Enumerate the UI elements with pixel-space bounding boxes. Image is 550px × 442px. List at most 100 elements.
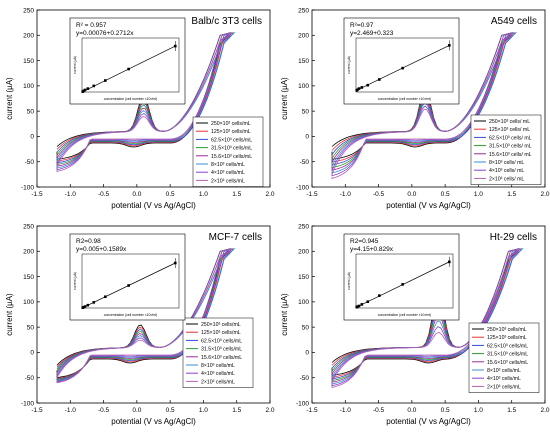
y-tick-label: 250 [23, 223, 34, 230]
legend-box [182, 317, 254, 388]
x-tick-label: 2.0 [540, 191, 549, 198]
x-tick-label: 2.0 [265, 407, 274, 414]
x-tick-label: 1.5 [232, 191, 241, 198]
chart-title: Balb/c 3T3 cells [191, 16, 262, 27]
x-tick-label: -1.5 [31, 191, 43, 198]
legend-label: 125×10³ cells/mL [211, 129, 251, 135]
legend-label: 62.5×10³ cells/mL [201, 338, 242, 344]
inset-x-label: concentration (cell number ×10³/ml) [378, 313, 431, 317]
legend: 250×10³ cells/ mL 125×10³ cells/ mL 62.5×1… [470, 114, 542, 185]
legend-box [470, 114, 542, 185]
inset-data-point [356, 88, 359, 92]
y-tick-label: -50 [300, 159, 310, 166]
inset-y-label: current (µA) [73, 272, 77, 290]
inset-chart: R²=0.97y=2.469+0.323 concentration (cell … [343, 17, 460, 105]
plot-frame [36, 9, 271, 188]
y-tick-label: 100 [298, 299, 309, 306]
x-tick-label: -0.5 [98, 191, 110, 198]
y-axis-label: current (µA) [280, 293, 289, 336]
plot-frame [311, 225, 546, 404]
inset-data-point [104, 295, 107, 299]
inset-equation: y=0.005+0.1589x [76, 246, 127, 253]
inset-frame [69, 233, 186, 321]
y-tick-label: 200 [298, 249, 309, 256]
y-tick-label: 0 [30, 350, 34, 357]
legend-label: 4×10³ cells/mL [487, 376, 521, 382]
inset-r2: R2=0.945 [350, 238, 379, 245]
y-tick-label: 150 [23, 274, 34, 281]
inset-plot-frame [355, 37, 454, 93]
inset-data-point [356, 305, 359, 308]
legend-label: 125×10³ cells/mL [201, 330, 241, 336]
y-tick-label: 200 [298, 33, 309, 40]
x-tick-label: -1.5 [31, 407, 43, 414]
inset-data-point [86, 87, 90, 90]
x-tick-label: 1.0 [474, 191, 483, 198]
inset-data-point [104, 79, 107, 82]
legend-label: 31.5×10³ cells/ mL [489, 144, 532, 150]
legend-label: 4×10³ cells/mL [211, 170, 245, 176]
inset-data-point [82, 306, 85, 309]
legend-label: 2×10³ cells/mL [211, 178, 245, 184]
y-tick-label: 100 [23, 83, 34, 90]
x-tick-label: 0.0 [132, 191, 141, 198]
series-line [56, 248, 233, 384]
legend-label: 15.6×10³ cells/mL [201, 355, 242, 361]
inset-data-point [83, 305, 87, 308]
x-tick-label: -0.5 [98, 407, 110, 414]
x-tick-label: 0.0 [407, 407, 416, 414]
legend-label: 250×10³ cells/mL [487, 327, 527, 333]
legend-label: 31.5×10³ cells/mL [487, 352, 528, 358]
inset-data-point [360, 86, 364, 89]
inset-frame [343, 17, 460, 105]
inset-data-point [357, 87, 361, 90]
chart-title: MCF-7 cells [209, 232, 262, 243]
legend-label: 15.6×10³ cells/mL [211, 154, 252, 160]
legend-label: 8×10³ cells/mL [201, 363, 235, 369]
legend-label: 8×10³ cells/mL [487, 368, 521, 374]
y-tick-label: 50 [302, 108, 310, 115]
series-line [331, 32, 514, 179]
legend-label: 4×10³ cells/mL [201, 371, 235, 377]
x-tick-label: 0.5 [441, 191, 450, 198]
plot-frame [311, 9, 546, 188]
x-tick-label: -1.0 [65, 191, 77, 198]
x-axis-label: potential (V vs Ag/AgCl) [386, 201, 471, 210]
x-tick-label: 0.5 [166, 191, 175, 198]
x-tick-label: -0.5 [373, 191, 385, 198]
x-tick-label: -0.5 [373, 407, 385, 414]
y-tick-label: 100 [23, 299, 34, 306]
inset-equation: y=4.15+0.829x [350, 246, 394, 253]
y-tick-label: -50 [300, 375, 310, 382]
legend-label: 2×10³ cells/mL [201, 379, 235, 385]
x-axis-label: potential (V vs Ag/AgCl) [386, 417, 471, 426]
legend-label: 4×10³ cells/ mL [489, 168, 524, 174]
y-tick-label: 0 [305, 134, 309, 141]
legend-label: 62.5×10³ cells/mL [487, 343, 528, 349]
inset-data-point [83, 88, 87, 92]
y-axis-label: current (µA) [5, 77, 14, 120]
y-tick-label: 100 [298, 83, 309, 90]
chart-3: -1.5 -1.0 -0.5 0.0 0.5 1.0 1.5 2.0 -100 -50 0 50 100… [5, 223, 275, 426]
legend-box [468, 322, 540, 393]
inset-data-point [127, 284, 130, 287]
inset-data-point [378, 78, 381, 81]
y-tick-label: 150 [23, 58, 34, 65]
x-tick-label: 1.5 [507, 407, 516, 414]
inset-data-point [366, 300, 370, 303]
inset-r2: R²=0.97 [350, 22, 374, 29]
chart-4: -1.5 -1.0 -0.5 0.0 0.5 1.0 1.5 2.0 -100 -50 0 50 100… [280, 223, 550, 426]
x-tick-label: 0.0 [132, 407, 141, 414]
legend-label: 62.5×10³ cells/ mL [489, 135, 532, 141]
inset-equation: y=0.00076+0.2712x [76, 30, 134, 37]
y-tick-label: 250 [298, 7, 309, 14]
chart-title: A549 cells [491, 16, 537, 27]
inset-r2: R² = 0.957 [76, 22, 107, 29]
inset-x-label: concentration (cell number ×10³/ml) [378, 97, 431, 101]
legend-label: 15.6×10³ cells/ mL [489, 152, 532, 158]
legend: 250×10³ cells/mL 125×10³ cells/mL 62.5×10³… [468, 322, 540, 393]
x-tick-label: 0.5 [166, 407, 175, 414]
